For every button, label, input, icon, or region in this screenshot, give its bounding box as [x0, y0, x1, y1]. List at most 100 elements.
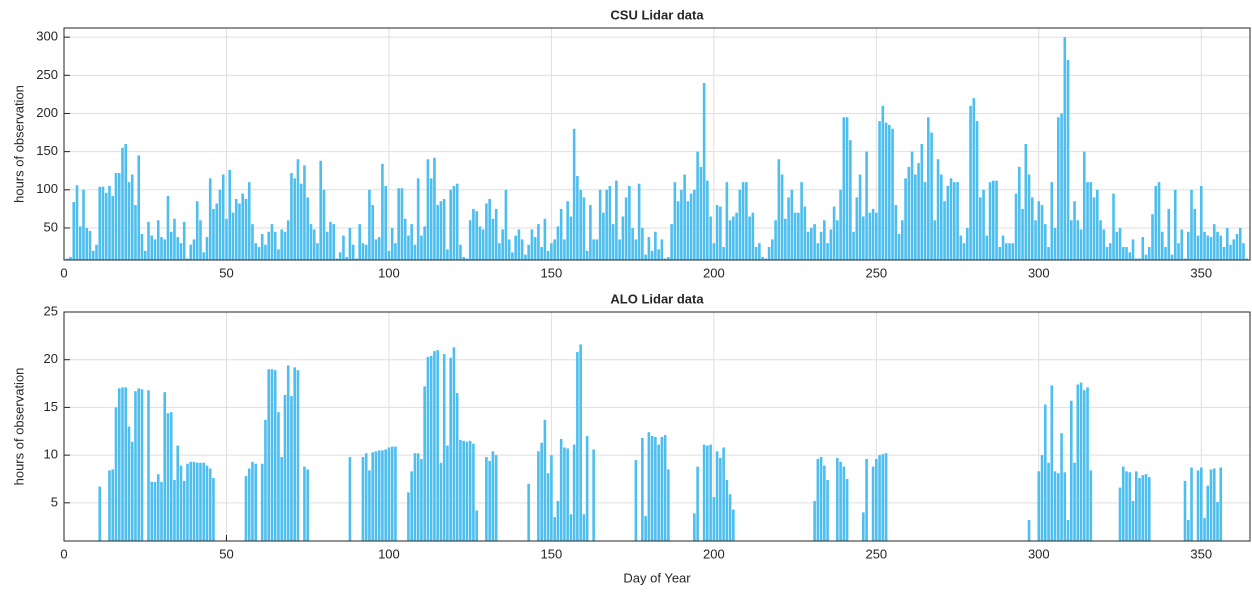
- bar: [202, 462, 206, 541]
- bar: [1021, 208, 1024, 260]
- bar: [494, 208, 498, 260]
- bar: [426, 356, 430, 541]
- bar: [868, 212, 872, 260]
- bar: [569, 216, 573, 260]
- bar: [988, 182, 992, 260]
- bar: [1206, 235, 1210, 260]
- bar: [826, 243, 829, 260]
- bar: [309, 224, 313, 260]
- bar: [556, 500, 560, 541]
- x-tick-label: 200: [703, 546, 725, 561]
- bar: [368, 189, 371, 260]
- bar: [1105, 247, 1109, 260]
- bar: [1115, 231, 1119, 260]
- bar: [413, 453, 417, 541]
- bar: [452, 347, 456, 541]
- bar: [176, 445, 180, 541]
- bar: [322, 189, 326, 260]
- bar: [930, 132, 933, 260]
- bar: [130, 174, 134, 260]
- bar: [1082, 151, 1086, 260]
- bar: [416, 178, 420, 260]
- bar: [589, 205, 592, 260]
- bar: [829, 229, 833, 260]
- bar: [1079, 229, 1083, 260]
- bar: [212, 478, 215, 541]
- bar: [962, 243, 966, 260]
- bar: [1144, 254, 1148, 260]
- bar: [413, 244, 417, 260]
- bar: [228, 169, 232, 260]
- bar: [1005, 243, 1008, 260]
- bar: [267, 231, 271, 260]
- bar: [186, 463, 189, 541]
- bar: [153, 481, 157, 541]
- bar: [836, 457, 839, 541]
- bar: [1024, 144, 1028, 260]
- bar: [686, 201, 690, 260]
- bar: [810, 227, 813, 260]
- bar: [306, 197, 309, 260]
- bar: [806, 231, 810, 260]
- bar: [865, 151, 868, 260]
- bar: [1037, 471, 1041, 541]
- bar: [208, 178, 212, 260]
- bar: [1112, 193, 1115, 260]
- bar: [527, 244, 530, 260]
- bar: [595, 239, 599, 260]
- bar: [303, 165, 306, 260]
- bar: [1053, 471, 1057, 541]
- bar: [244, 476, 248, 541]
- bar: [839, 461, 842, 541]
- bar: [852, 231, 855, 260]
- bar: [78, 226, 82, 260]
- bar: [374, 239, 378, 260]
- bar: [117, 173, 121, 260]
- bar: [192, 461, 196, 541]
- bar: [1203, 518, 1206, 541]
- bar: [277, 249, 280, 260]
- bar: [878, 455, 881, 541]
- bar: [936, 159, 940, 260]
- y-tick-label: 150: [36, 143, 58, 158]
- bar: [888, 124, 891, 260]
- bar: [160, 481, 163, 541]
- bar: [264, 419, 267, 541]
- bar: [644, 516, 647, 541]
- bar: [436, 205, 439, 260]
- bar: [189, 244, 193, 260]
- bar: [179, 465, 183, 541]
- bar: [1199, 185, 1203, 260]
- bar: [1154, 185, 1158, 260]
- bar: [1125, 247, 1128, 260]
- bar: [390, 227, 394, 260]
- bar: [748, 216, 751, 260]
- bar: [312, 229, 316, 260]
- y-tick-label: 25: [44, 303, 58, 318]
- y-axis-label: hours of observation: [11, 368, 26, 486]
- bar: [410, 224, 413, 260]
- bar: [75, 185, 79, 260]
- bar: [91, 250, 95, 260]
- bar: [702, 444, 706, 541]
- bar: [823, 465, 826, 541]
- bar: [797, 212, 800, 260]
- bar: [371, 452, 374, 541]
- bar: [1222, 247, 1226, 260]
- bar: [572, 444, 576, 541]
- bar: [296, 370, 300, 541]
- bar: [719, 206, 722, 260]
- bar: [657, 249, 660, 260]
- bar: [533, 237, 537, 260]
- bar: [764, 258, 768, 260]
- bar: [1151, 214, 1154, 260]
- bar: [754, 247, 758, 260]
- bar: [225, 218, 228, 260]
- bar: [277, 412, 280, 541]
- bar: [907, 166, 911, 260]
- bar: [1060, 113, 1063, 260]
- bar: [439, 201, 443, 260]
- bar: [371, 205, 374, 260]
- bar: [338, 252, 342, 260]
- bar: [654, 436, 657, 541]
